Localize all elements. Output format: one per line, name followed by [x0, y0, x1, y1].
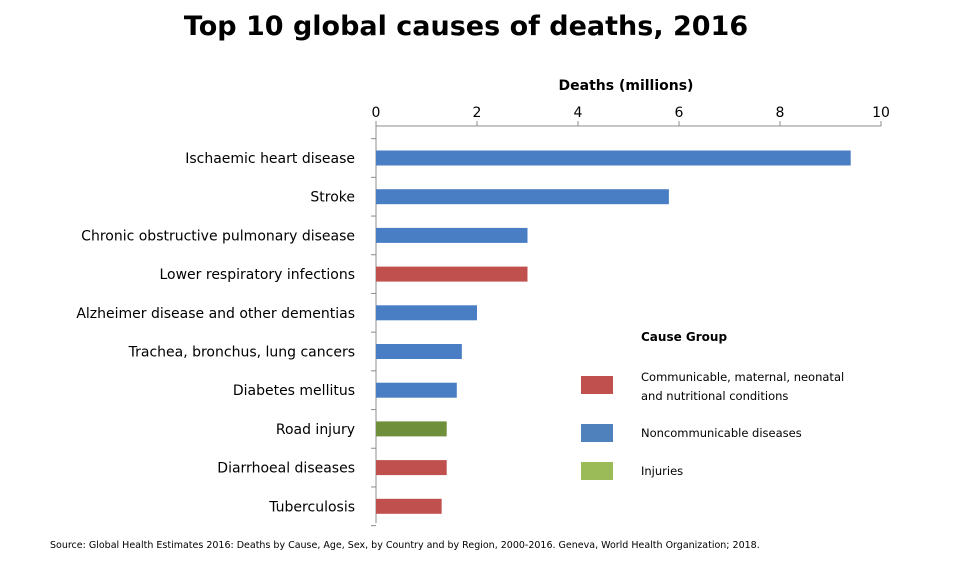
legend-label: Communicable, maternal, neonatal	[641, 370, 844, 384]
legend-title: Cause Group	[641, 330, 727, 344]
x-axis-ticks: 0 2 4 6 8 10	[372, 105, 890, 126]
bar	[376, 227, 528, 243]
bar	[376, 421, 447, 437]
bar	[376, 266, 528, 282]
bar	[376, 150, 851, 166]
category-label: Diabetes mellitus	[233, 383, 355, 399]
bar	[376, 305, 477, 321]
x-tick-label: 0	[372, 105, 381, 121]
category-label: Ischaemic heart disease	[185, 151, 355, 167]
category-label: Stroke	[310, 190, 355, 206]
category-label: Diarrhoeal diseases	[217, 461, 355, 477]
legend-swatch	[581, 376, 613, 394]
bar	[376, 460, 447, 476]
legend-label: Noncommunicable diseases	[641, 426, 802, 440]
category-label: Alzheimer disease and other dementias	[76, 306, 355, 322]
category-label: Lower respiratory infections	[159, 267, 355, 283]
bar	[376, 498, 442, 514]
category-label: Road injury	[276, 422, 355, 438]
chart-title: Top 10 global causes of deaths, 2016	[184, 11, 748, 42]
x-tick-label: 4	[574, 105, 583, 121]
source-note: Source: Global Health Estimates 2016: De…	[50, 540, 760, 551]
x-tick-label: 6	[675, 105, 684, 121]
x-tick-label: 8	[776, 105, 785, 121]
x-tick-label: 10	[872, 105, 890, 121]
bars	[376, 150, 851, 514]
legend: Cause Group Communicable, maternal, neon…	[581, 330, 844, 480]
x-tick-label: 2	[473, 105, 482, 121]
category-labels: Ischaemic heart disease Stroke Chronic obs…	[76, 138, 376, 527]
bar	[376, 382, 457, 398]
legend-swatch	[581, 462, 613, 480]
legend-label: Injuries	[641, 464, 683, 478]
legend-items: Communicable, maternal, neonatal and nutr…	[581, 370, 844, 480]
legend-label: and nutritional conditions	[641, 389, 788, 403]
category-label: Tuberculosis	[268, 499, 355, 515]
legend-swatch	[581, 424, 613, 442]
category-label: Chronic obstructive pulmonary disease	[81, 228, 355, 244]
bar	[376, 344, 462, 359]
axis-lines	[375, 125, 881, 523]
x-axis-title: Deaths (millions)	[559, 78, 694, 94]
bar	[376, 189, 669, 205]
category-label: Trachea, bronchus, lung cancers	[128, 345, 355, 361]
